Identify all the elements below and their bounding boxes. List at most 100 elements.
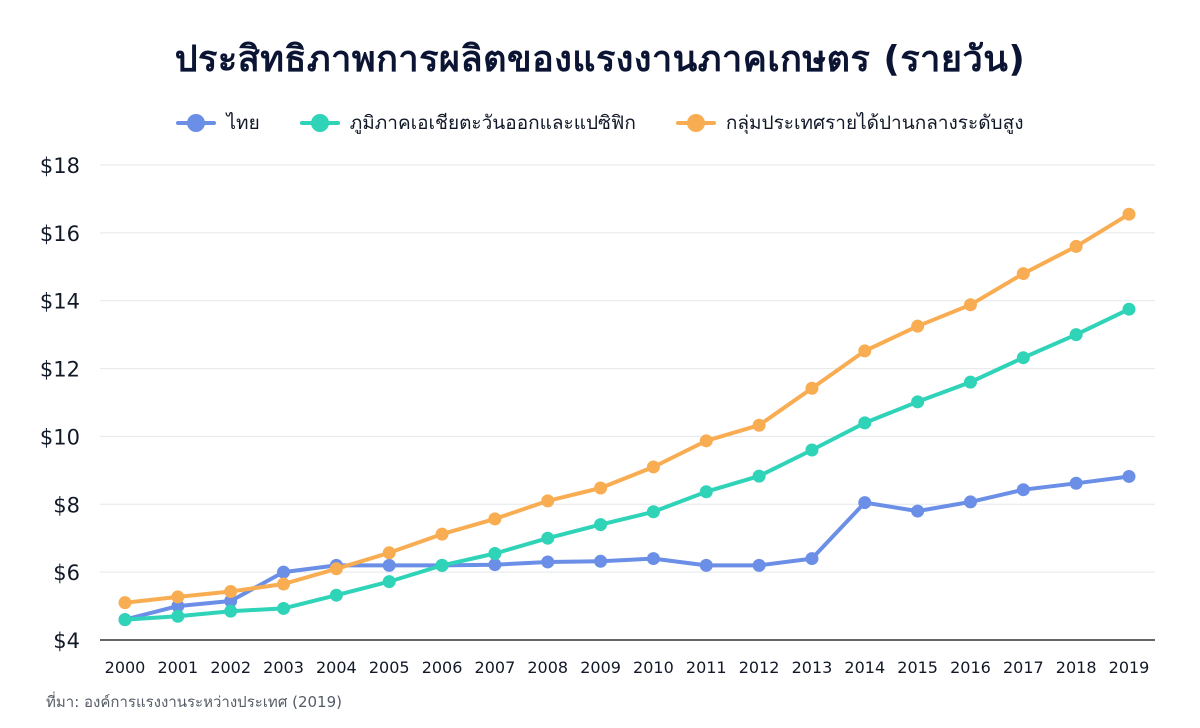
- x-tick-label: 2006: [422, 658, 463, 677]
- data-point-thailand-2008[interactable]: [541, 555, 555, 569]
- data-point-east_asia-2007[interactable]: [488, 546, 502, 560]
- y-tick-label: $12: [40, 358, 80, 382]
- series-line-east_asia: [123, 307, 1131, 622]
- data-point-thailand-2005[interactable]: [382, 558, 396, 572]
- data-point-thailand-2003[interactable]: [277, 565, 291, 579]
- data-point-upper_middle-2002[interactable]: [224, 584, 238, 598]
- x-tick-label: 2017: [1003, 658, 1044, 677]
- data-point-upper_middle-2011[interactable]: [699, 434, 713, 448]
- data-point-upper_middle-2010[interactable]: [646, 460, 660, 474]
- data-point-upper_middle-2016[interactable]: [963, 298, 977, 312]
- chart-title: ประสิทธิภาพการผลิตของแรงงานภาคเกษตร (ราย…: [174, 39, 1026, 80]
- data-point-upper_middle-2003[interactable]: [277, 577, 291, 591]
- data-point-upper_middle-2018[interactable]: [1069, 239, 1083, 253]
- x-tick-label: 2008: [527, 658, 568, 677]
- legend-swatch-thailand: [176, 113, 217, 133]
- data-point-thailand-2015[interactable]: [911, 504, 925, 518]
- data-point-thailand-2013[interactable]: [805, 552, 819, 566]
- data-point-upper_middle-2014[interactable]: [858, 344, 872, 358]
- legend-item-east-asia[interactable]: ภูมิภาคเอเชียตะวันออกและแปซิฟิก: [299, 108, 636, 138]
- x-tick-label: 2004: [316, 658, 357, 677]
- x-tick-label: 2012: [739, 658, 780, 677]
- x-tick-label: 2002: [210, 658, 251, 677]
- data-point-upper_middle-2008[interactable]: [541, 494, 555, 508]
- data-point-thailand-2019[interactable]: [1122, 469, 1136, 483]
- data-point-upper_middle-2004[interactable]: [329, 562, 343, 576]
- data-point-east_asia-2009[interactable]: [594, 518, 608, 532]
- legend-item-thailand[interactable]: ไทย: [176, 108, 260, 138]
- y-tick-label: $14: [40, 290, 80, 314]
- y-tick-label: $6: [53, 561, 80, 585]
- data-point-east_asia-2014[interactable]: [858, 416, 872, 430]
- data-point-east_asia-2011[interactable]: [699, 485, 713, 499]
- data-point-thailand-2018[interactable]: [1069, 476, 1083, 490]
- legend-item-upper-middle[interactable]: กลุ่มประเทศรายได้ปานกลางระดับสูง: [675, 108, 1024, 138]
- data-point-east_asia-2015[interactable]: [911, 395, 925, 409]
- legend-swatch-east-asia: [299, 113, 340, 133]
- data-point-east_asia-2006[interactable]: [435, 558, 449, 572]
- data-point-thailand-2001[interactable]: [171, 599, 185, 613]
- x-tick-label: 2000: [105, 658, 146, 677]
- legend-label-thailand: ไทย: [226, 112, 260, 134]
- legend-label-east-asia: ภูมิภาคเอเชียตะวันออกและแปซิฟิก: [349, 112, 636, 134]
- data-point-upper_middle-2013[interactable]: [805, 381, 819, 395]
- y-tick-label: $16: [40, 222, 80, 246]
- series-line-thailand: [123, 474, 1131, 622]
- data-point-upper_middle-2005[interactable]: [382, 546, 396, 560]
- data-point-upper_middle-2001[interactable]: [171, 590, 185, 604]
- data-point-thailand-2014[interactable]: [858, 496, 872, 510]
- data-point-east_asia-2000[interactable]: [118, 613, 132, 627]
- x-tick-label: 2016: [950, 658, 991, 677]
- data-point-east_asia-2004[interactable]: [329, 588, 343, 602]
- data-point-thailand-2010[interactable]: [646, 552, 660, 566]
- data-point-east_asia-2017[interactable]: [1016, 351, 1030, 365]
- data-point-east_asia-2002[interactable]: [224, 604, 238, 618]
- x-tick-label: 2015: [897, 658, 938, 677]
- data-point-east_asia-2016[interactable]: [963, 375, 977, 389]
- x-tick-label: 2001: [157, 658, 198, 677]
- x-tick-label: 2013: [792, 658, 833, 677]
- data-point-east_asia-2018[interactable]: [1069, 328, 1083, 342]
- data-point-upper_middle-2000[interactable]: [118, 596, 132, 610]
- data-point-thailand-2002[interactable]: [224, 594, 238, 608]
- data-point-upper_middle-2012[interactable]: [752, 418, 766, 432]
- data-point-east_asia-2019[interactable]: [1122, 302, 1136, 316]
- source-note: ที่มา: องค์การแรงงานระหว่างประเทศ (2019): [46, 693, 342, 711]
- x-tick-label: 2003: [263, 658, 304, 677]
- data-point-east_asia-2010[interactable]: [646, 505, 660, 519]
- data-point-thailand-2012[interactable]: [752, 558, 766, 572]
- data-point-thailand-2016[interactable]: [963, 495, 977, 509]
- data-point-east_asia-2013[interactable]: [805, 443, 819, 457]
- data-point-east_asia-2008[interactable]: [541, 531, 555, 545]
- x-tick-label: 2019: [1109, 658, 1150, 677]
- series-line-upper_middle: [123, 212, 1131, 605]
- legend-swatch-upper-middle: [675, 113, 716, 133]
- data-point-east_asia-2003[interactable]: [277, 601, 291, 615]
- y-tick-label: $18: [40, 154, 80, 178]
- data-point-thailand-2017[interactable]: [1016, 483, 1030, 497]
- data-point-thailand-2007[interactable]: [488, 558, 502, 572]
- x-tick-label: 2010: [633, 658, 674, 677]
- data-point-upper_middle-2015[interactable]: [911, 319, 925, 333]
- x-tick-label: 2007: [475, 658, 516, 677]
- x-tick-label: 2014: [844, 658, 885, 677]
- y-tick-label: $4: [53, 629, 80, 653]
- data-point-upper_middle-2007[interactable]: [488, 512, 502, 526]
- x-tick-label: 2005: [369, 658, 410, 677]
- data-point-upper_middle-2017[interactable]: [1016, 267, 1030, 281]
- legend-label-upper-middle: กลุ่มประเทศรายได้ปานกลางระดับสูง: [725, 112, 1024, 134]
- data-point-east_asia-2012[interactable]: [752, 469, 766, 483]
- data-point-upper_middle-2019[interactable]: [1122, 207, 1136, 221]
- x-tick-label: 2011: [686, 658, 727, 677]
- data-point-thailand-2011[interactable]: [699, 558, 713, 572]
- legend: ไทย ภูมิภาคเอเชียตะวันออกและแปซิฟิก กลุ่…: [0, 108, 1200, 138]
- y-tick-label: $8: [53, 493, 80, 517]
- data-point-upper_middle-2009[interactable]: [594, 481, 608, 495]
- x-tick-label: 2018: [1056, 658, 1097, 677]
- data-point-east_asia-2005[interactable]: [382, 575, 396, 589]
- data-point-thailand-2009[interactable]: [594, 554, 608, 568]
- data-point-upper_middle-2006[interactable]: [435, 527, 449, 541]
- x-tick-label: 2009: [580, 658, 621, 677]
- data-point-east_asia-2001[interactable]: [171, 609, 185, 623]
